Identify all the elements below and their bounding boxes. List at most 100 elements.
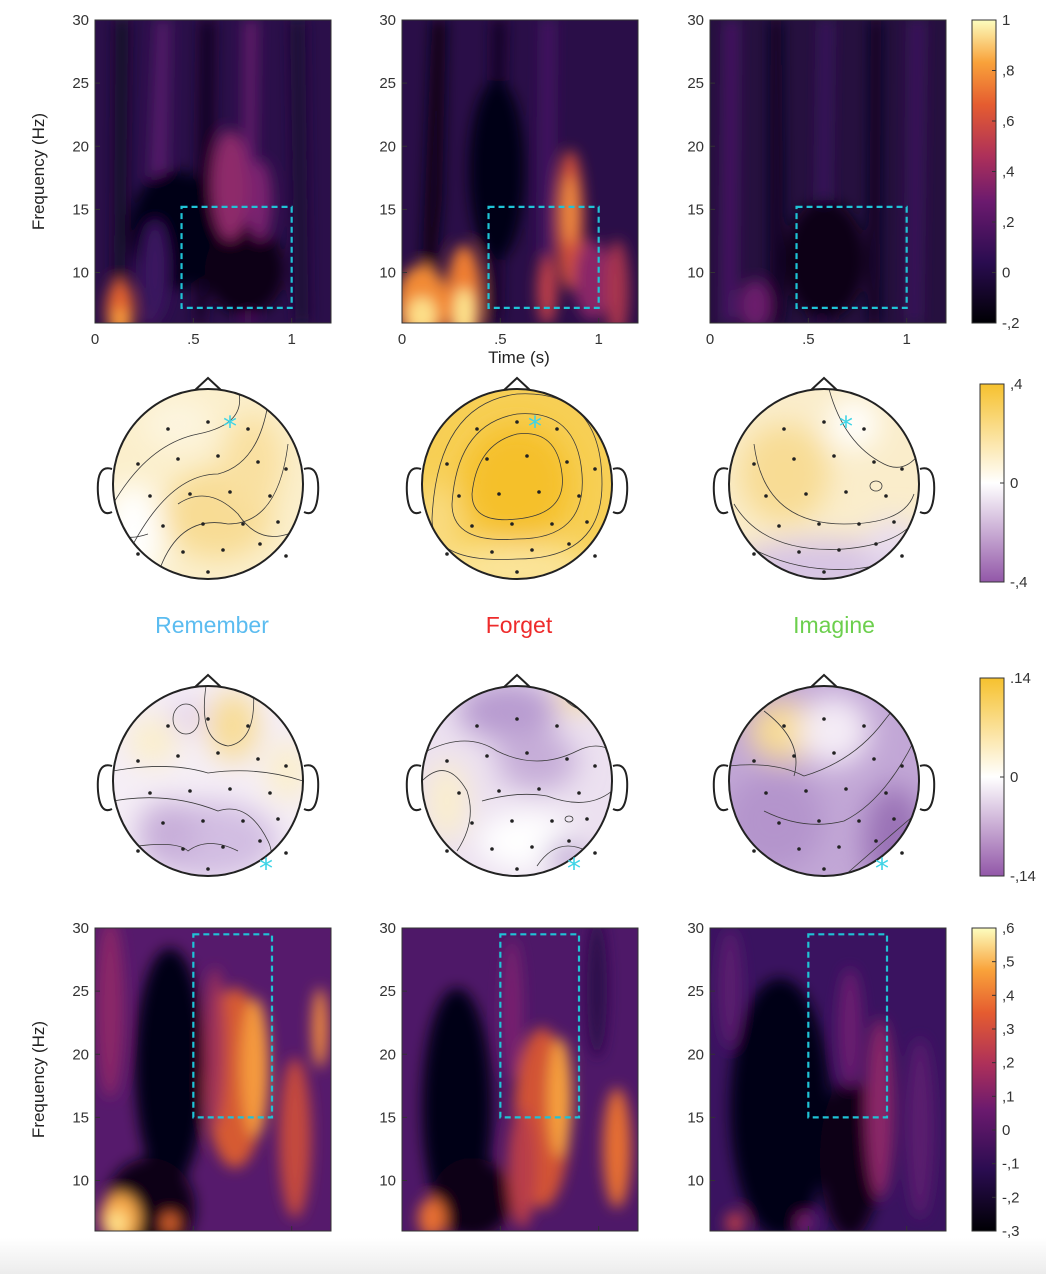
electrode-dot — [497, 789, 501, 793]
y-tick-label: 25 — [72, 75, 89, 92]
electrode-dot — [892, 817, 896, 821]
electrode-dot — [900, 851, 904, 855]
electrode-dot — [550, 522, 554, 526]
electrode-dot — [445, 759, 449, 763]
electrode-dot — [593, 554, 597, 558]
x-tick-label: 1 — [287, 331, 295, 348]
colorbar-bottom: ,6 ,5 ,4 ,3 ,2 ,1 0 -,1 -,2 -,3 — [971, 920, 1020, 1240]
colorbar-tick-label: 0 — [1010, 769, 1018, 786]
spectrogram-forget-top — [401, 19, 639, 324]
electrode-dot — [832, 454, 836, 458]
electrode-dot — [822, 867, 826, 871]
y-tick-label: 20 — [72, 138, 89, 155]
colorbar-tick-label: 0 — [1010, 475, 1018, 492]
electrode-dot — [136, 849, 140, 853]
electrode-dot — [782, 724, 786, 728]
electrode-dot — [764, 791, 768, 795]
electrode-dot — [166, 427, 170, 431]
electrode-dot — [530, 548, 534, 552]
electrode-dot — [457, 494, 461, 498]
electrode-dot — [256, 757, 260, 761]
topoplot-remember-2: * — [96, 673, 320, 885]
electrode-dot — [555, 427, 559, 431]
roi-box-bottom-0 — [192, 933, 274, 1119]
electrode-dot — [490, 550, 494, 554]
y-tick-label: 20 — [379, 1046, 396, 1063]
colorbar-tick-label: .14 — [1010, 670, 1031, 687]
y-tick-label: 30 — [72, 920, 89, 937]
colorbar-tick-label: -,4 — [1010, 574, 1028, 591]
electrode-dot — [822, 717, 826, 721]
electrode-dot — [862, 427, 866, 431]
electrode-dot — [567, 839, 571, 843]
colorbar-tick-label: ,4 — [1010, 376, 1023, 393]
electrode-dot — [176, 754, 180, 758]
electrode-dot — [900, 467, 904, 471]
electrode-dot — [457, 791, 461, 795]
colorbar-topo-1: ,4 0 -,4 — [979, 376, 1028, 591]
y-axis-label: Frequency (Hz) — [29, 113, 48, 230]
spectrogram-remember-top — [94, 19, 332, 324]
electrode-dot — [792, 754, 796, 758]
y-tick-label: 15 — [687, 1109, 704, 1126]
electrode-dot — [268, 494, 272, 498]
electrode-dot — [246, 427, 250, 431]
electrode-dot — [206, 420, 210, 424]
electrode-dot — [764, 494, 768, 498]
electrode-dot — [884, 494, 888, 498]
colorbar-tick-label: -,2 — [1002, 1189, 1020, 1206]
electrode-dot — [797, 550, 801, 554]
electrode-dot — [510, 819, 514, 823]
x-axis-label: Time (s) — [488, 348, 550, 367]
y-tick-label: 10 — [687, 1173, 704, 1190]
colorbar-tick-label: ,6 — [1002, 920, 1015, 937]
electrode-dot — [445, 849, 449, 853]
colorbar-tick-label: ,8 — [1002, 63, 1015, 80]
electrode-dot — [485, 457, 489, 461]
svg-text:*: * — [259, 852, 273, 885]
colorbar-tick-label: -,14 — [1010, 868, 1036, 885]
electrode-dot — [832, 751, 836, 755]
electrode-dot — [216, 751, 220, 755]
colorbar-tick-label: ,1 — [1002, 1088, 1015, 1105]
electrode-dot — [181, 847, 185, 851]
electrode-dot — [470, 524, 474, 528]
electrode-dot — [874, 542, 878, 546]
y-tick-label: 10 — [72, 1173, 89, 1190]
electrode-dot — [201, 819, 205, 823]
electrode-dot — [777, 524, 781, 528]
electrode-dot — [284, 764, 288, 768]
electrode-dot — [515, 867, 519, 871]
y-tick-label: 30 — [379, 920, 396, 937]
electrode-dot — [804, 789, 808, 793]
electrode-dot — [525, 751, 529, 755]
roi-box-bottom-1 — [499, 933, 581, 1119]
y-tick-label: 20 — [379, 138, 396, 155]
colorbar-tick-label: ,3 — [1002, 1021, 1015, 1038]
y-tick-label: 25 — [687, 983, 704, 1000]
electrode-dot — [804, 492, 808, 496]
colorbar-topo-2: .14 0 -,14 — [979, 670, 1036, 885]
electrode-dot — [777, 821, 781, 825]
electrode-dot — [176, 457, 180, 461]
electrode-dot — [817, 819, 821, 823]
x-tick-label: .5 — [494, 331, 507, 348]
electrode-dot — [216, 454, 220, 458]
condition-label-imagine: Imagine — [793, 612, 875, 638]
electrode-dot — [550, 819, 554, 823]
y-tick-label: 10 — [379, 1173, 396, 1190]
footer-band — [0, 1238, 1046, 1274]
electrode-dot — [258, 542, 262, 546]
y-tick-label: 15 — [72, 201, 89, 218]
electrode-dot — [201, 522, 205, 526]
svg-text:*: * — [567, 852, 581, 885]
electrode-dot — [284, 554, 288, 558]
y-tick-label: 10 — [72, 265, 89, 282]
electrode-dot — [900, 554, 904, 558]
y-tick-label: 30 — [379, 12, 396, 29]
electrode-dot — [822, 420, 826, 424]
electrode-dot — [268, 791, 272, 795]
condition-label-remember: Remember — [155, 612, 269, 638]
electrode-dot — [844, 490, 848, 494]
